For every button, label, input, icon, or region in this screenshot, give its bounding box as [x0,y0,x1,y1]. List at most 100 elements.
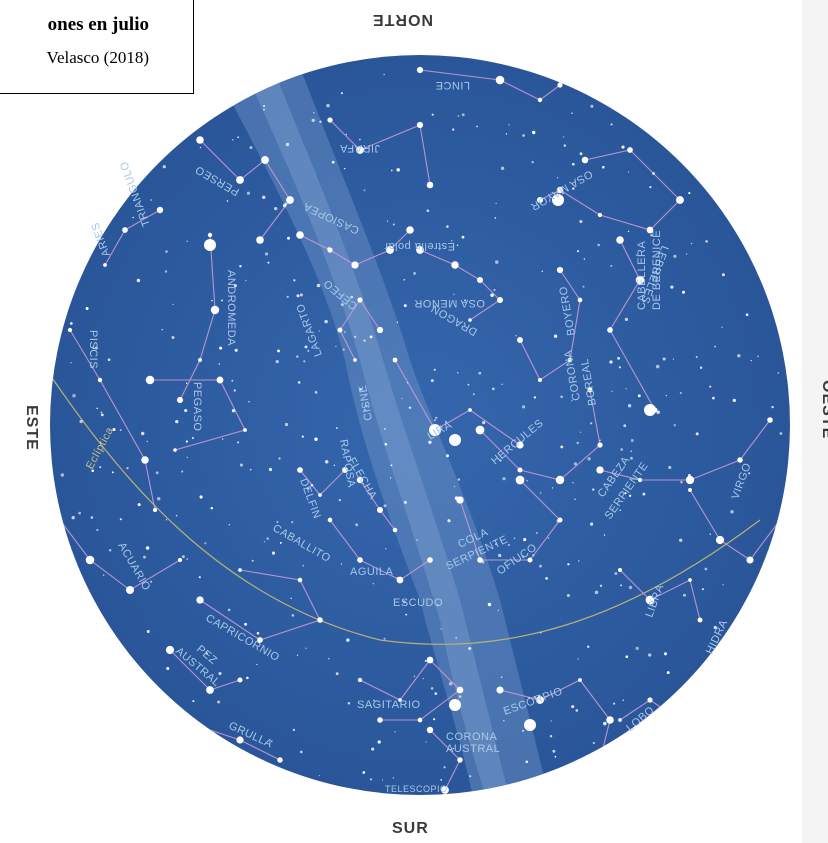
star [501,383,503,385]
star [196,596,204,604]
star [556,186,564,194]
star [248,401,250,403]
star [679,538,683,542]
star [290,597,292,599]
bright-star [524,719,536,731]
star [226,200,229,202]
star [688,578,692,582]
star [637,477,643,483]
star [594,590,599,595]
star [662,357,666,361]
star [679,391,682,395]
star [285,142,290,147]
star [517,337,523,343]
star [210,506,214,510]
star [443,766,446,769]
star [356,476,364,484]
star [244,622,248,626]
star [440,779,443,781]
star [757,355,759,358]
star [314,437,318,441]
star [373,699,375,702]
star [239,265,242,268]
star [137,503,141,507]
star [67,327,73,333]
star [478,371,482,375]
star [685,475,695,485]
star [430,379,434,383]
star [166,667,170,670]
star [586,645,590,648]
star [704,567,708,571]
star [70,362,72,364]
star [91,469,94,473]
star [547,537,550,539]
star [103,263,107,267]
star [363,339,366,342]
star [539,564,542,568]
label-jirafa: JIRAFA [340,142,380,154]
star [176,716,184,724]
star [425,741,427,743]
star [609,360,613,364]
star [126,586,134,594]
star [680,480,683,484]
star [779,432,783,435]
star [111,471,114,474]
star [695,432,699,436]
star [610,264,613,267]
star [746,556,754,564]
star [620,584,623,587]
star [233,389,236,392]
star [340,563,343,565]
star [495,543,497,546]
star [579,219,583,224]
star [495,202,497,205]
milky-way-core [240,60,520,795]
star [607,327,613,333]
star [310,483,314,487]
star [556,177,559,179]
star [277,349,280,353]
star [502,719,505,722]
label-aguila: AGUILA [350,566,394,578]
star [457,372,459,374]
star [748,472,751,475]
ecliptic-line [50,359,761,645]
star [141,456,149,464]
star [353,358,357,362]
star [222,438,224,440]
star [363,189,366,192]
bright-star [449,434,461,446]
star [326,103,330,108]
star [535,531,538,534]
star [406,381,409,384]
star [92,347,95,350]
star [571,705,575,709]
star [268,467,273,472]
star [603,534,606,536]
star [186,456,188,458]
star [175,515,178,517]
star [597,442,603,448]
star [173,448,177,452]
star [446,454,449,458]
star [324,319,328,324]
constellation-figure [59,519,181,591]
star [122,227,128,233]
star [457,115,460,117]
star [618,568,622,572]
star [456,686,464,694]
star [396,168,400,172]
star [712,396,715,400]
star [345,133,348,136]
star [221,299,223,302]
star [721,273,725,277]
star [533,396,537,399]
star [335,427,338,430]
constellation-figure [394,359,521,446]
star [296,654,299,656]
star [646,226,654,234]
star [515,334,517,337]
star [560,395,563,399]
